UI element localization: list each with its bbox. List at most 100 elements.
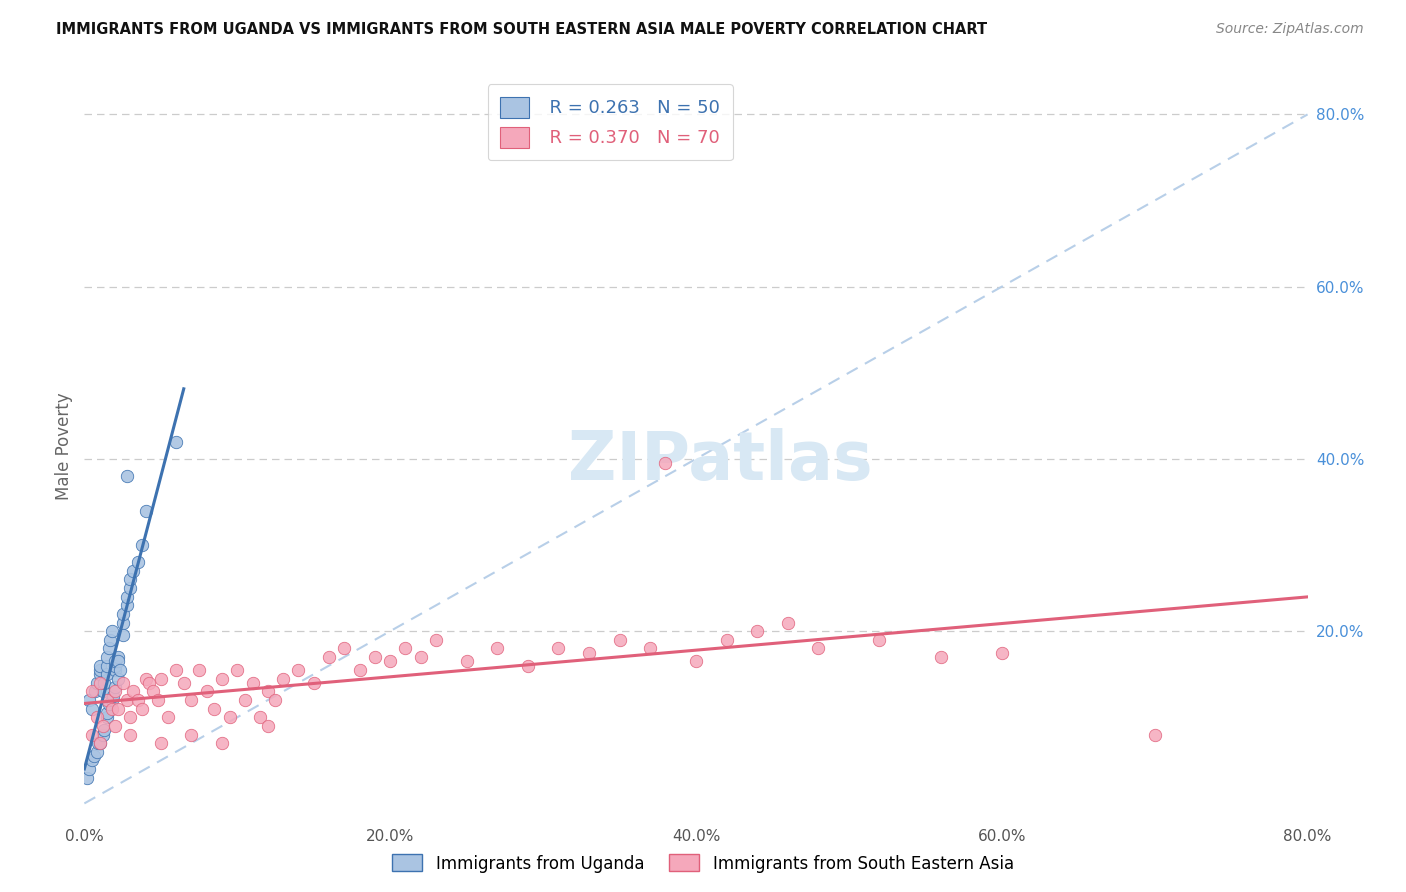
Point xyxy=(211,736,233,750)
Point xyxy=(135,503,157,517)
Point xyxy=(349,663,371,677)
Point xyxy=(991,646,1014,660)
Point xyxy=(115,599,138,613)
Point xyxy=(131,701,153,715)
Point xyxy=(233,693,256,707)
Point xyxy=(101,701,124,715)
Point xyxy=(86,710,108,724)
Point xyxy=(87,736,110,750)
Point xyxy=(104,663,127,677)
Point xyxy=(271,672,294,686)
Point xyxy=(98,632,121,647)
Point xyxy=(264,693,287,707)
Point xyxy=(80,753,103,767)
Point xyxy=(104,680,127,694)
Point xyxy=(929,650,952,665)
Point xyxy=(242,676,264,690)
Point xyxy=(89,663,111,677)
Point xyxy=(165,434,187,449)
Point xyxy=(165,663,187,677)
Point xyxy=(135,672,157,686)
Point xyxy=(77,693,100,707)
Point xyxy=(96,710,118,724)
Point xyxy=(202,701,225,715)
Point xyxy=(104,684,127,698)
Point xyxy=(138,676,160,690)
Point xyxy=(180,693,202,707)
Point xyxy=(486,641,509,656)
Point xyxy=(108,663,131,677)
Point xyxy=(89,736,111,750)
Point xyxy=(107,701,129,715)
Point xyxy=(394,641,416,656)
Point xyxy=(107,672,129,686)
Point xyxy=(103,689,125,703)
Point xyxy=(120,710,142,724)
Point xyxy=(83,749,105,764)
Point xyxy=(638,641,661,656)
Point xyxy=(120,573,142,587)
Point xyxy=(425,632,447,647)
Y-axis label: Male Poverty: Male Poverty xyxy=(55,392,73,500)
Point xyxy=(747,624,769,639)
Point xyxy=(91,719,114,733)
Point xyxy=(104,658,127,673)
Point xyxy=(654,456,676,470)
Point xyxy=(516,658,538,673)
Point xyxy=(96,650,118,665)
Point xyxy=(456,654,478,668)
Point xyxy=(91,727,114,741)
Point xyxy=(93,676,115,690)
Point xyxy=(107,650,129,665)
Text: Source: ZipAtlas.com: Source: ZipAtlas.com xyxy=(1216,22,1364,37)
Point xyxy=(96,658,118,673)
Point xyxy=(302,676,325,690)
Point xyxy=(111,607,134,621)
Point xyxy=(716,632,738,647)
Point xyxy=(195,684,218,698)
Point xyxy=(120,727,142,741)
Point xyxy=(104,719,127,733)
Point xyxy=(127,555,149,569)
Point xyxy=(111,628,134,642)
Point xyxy=(76,771,98,785)
Point xyxy=(96,693,118,707)
Point xyxy=(96,706,118,720)
Point xyxy=(149,672,172,686)
Point xyxy=(149,736,172,750)
Point xyxy=(409,650,432,665)
Point xyxy=(131,538,153,552)
Point xyxy=(122,564,145,578)
Point xyxy=(287,663,309,677)
Point xyxy=(547,641,569,656)
Point xyxy=(146,693,169,707)
Point xyxy=(80,684,103,698)
Legend:   R = 0.263   N = 50,   R = 0.370   N = 70: R = 0.263 N = 50, R = 0.370 N = 70 xyxy=(488,84,733,161)
Point xyxy=(111,615,134,630)
Point xyxy=(89,736,111,750)
Point xyxy=(101,624,124,639)
Point xyxy=(257,684,280,698)
Point xyxy=(249,710,271,724)
Point xyxy=(86,745,108,759)
Point xyxy=(218,710,240,724)
Point xyxy=(869,632,891,647)
Point xyxy=(93,723,115,738)
Point xyxy=(211,672,233,686)
Point xyxy=(80,701,103,715)
Point xyxy=(122,684,145,698)
Point xyxy=(89,667,111,681)
Point xyxy=(115,469,138,483)
Text: ZIPatlas: ZIPatlas xyxy=(568,428,873,494)
Point xyxy=(180,727,202,741)
Point xyxy=(97,641,120,656)
Point xyxy=(226,663,249,677)
Point xyxy=(364,650,387,665)
Point xyxy=(807,641,830,656)
Point xyxy=(685,654,707,668)
Point xyxy=(77,762,100,776)
Point xyxy=(1143,727,1166,741)
Point xyxy=(96,667,118,681)
Point xyxy=(127,693,149,707)
Point xyxy=(101,693,124,707)
